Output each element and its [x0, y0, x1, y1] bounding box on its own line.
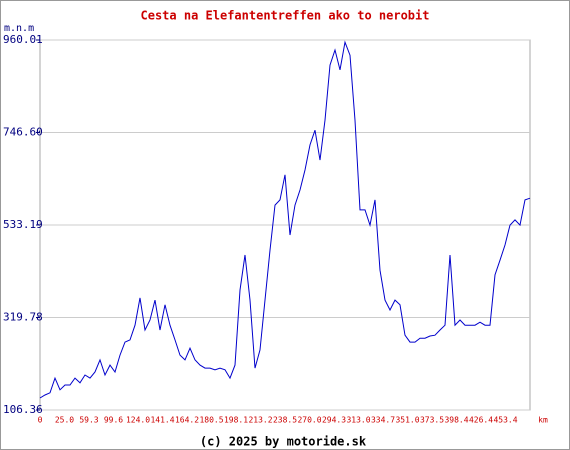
x-tick-label: 334.7	[371, 416, 395, 425]
x-tick-label: 59.3	[79, 416, 98, 425]
y-tick-label: 106.36	[3, 403, 43, 416]
chart-title: Cesta na Elefantentreffen ako to nerobit	[141, 9, 430, 23]
y-axis-label: m.n.m	[4, 23, 34, 34]
x-tick-label: 0	[38, 416, 43, 425]
x-tick-label: 270.0	[297, 416, 321, 425]
x-tick-label: 351.0	[395, 416, 419, 425]
y-tick-label: 960.01	[3, 33, 43, 46]
x-tick-label: 373.5	[420, 416, 444, 425]
elevation-line	[39, 40, 531, 399]
y-tick-label: 533.19	[3, 218, 43, 231]
x-tick-label: 124.0	[126, 416, 150, 425]
footer: (c) 2025 by motoride.sk	[200, 435, 367, 449]
x-tick-label: 198.1	[224, 416, 248, 425]
x-tick-label: 164.2	[175, 416, 199, 425]
x-unit: km	[538, 416, 548, 425]
x-tick-label: 238.5	[273, 416, 297, 425]
x-tick-label: 313.0	[346, 416, 370, 425]
x-tick-label: 294.3	[322, 416, 346, 425]
x-tick-label: 426.4	[469, 416, 493, 425]
x-tick-label: 141.4	[150, 416, 174, 425]
x-tick-label: 99.6	[104, 416, 123, 425]
x-tick-label: 398.4	[444, 416, 468, 425]
x-tick-label: 213.2	[248, 416, 272, 425]
y-tick-label: 746.60	[3, 125, 43, 138]
x-tick-label: 25.0	[55, 416, 74, 425]
x-tick-label: 180.5	[199, 416, 223, 425]
y-tick-label: 319.78	[3, 310, 43, 323]
x-tick-label: 453.4	[493, 416, 517, 425]
